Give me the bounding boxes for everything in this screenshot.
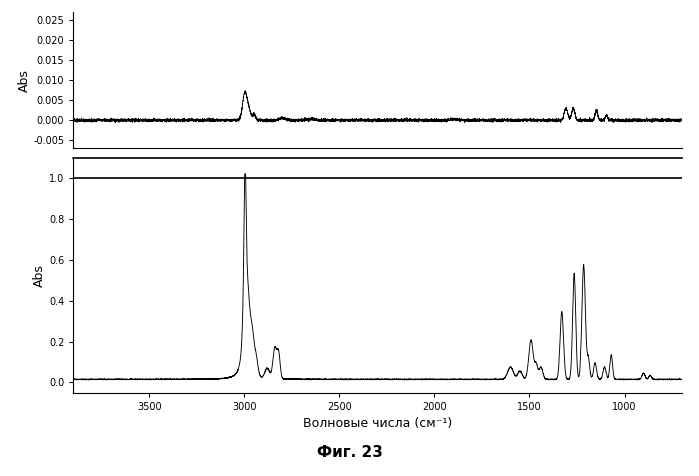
Y-axis label: Abs: Abs	[17, 69, 31, 91]
X-axis label: Волновые числа (см⁻¹): Волновые числа (см⁻¹)	[303, 417, 452, 430]
Text: Фиг. 23: Фиг. 23	[317, 445, 382, 460]
Y-axis label: Abs: Abs	[34, 264, 46, 287]
